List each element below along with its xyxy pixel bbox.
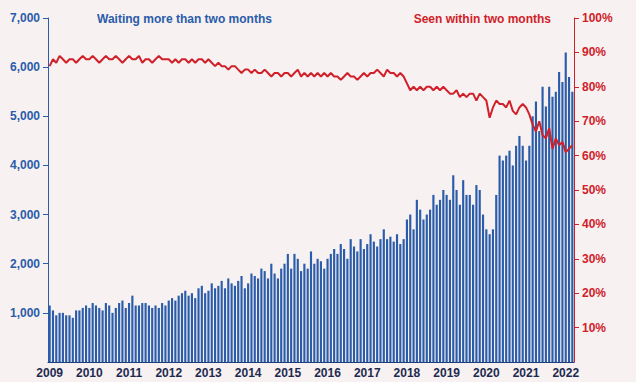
svg-text:50%: 50%	[582, 183, 606, 197]
svg-text:5,000: 5,000	[10, 109, 40, 123]
svg-text:2009: 2009	[36, 366, 63, 380]
svg-text:2021: 2021	[513, 366, 540, 380]
svg-text:10%: 10%	[582, 321, 606, 335]
svg-text:80%: 80%	[582, 80, 606, 94]
svg-text:6,000: 6,000	[10, 60, 40, 74]
svg-text:2011: 2011	[116, 366, 142, 380]
svg-text:2,000: 2,000	[10, 257, 40, 271]
svg-text:30%: 30%	[582, 252, 606, 266]
svg-text:2022: 2022	[552, 366, 579, 380]
svg-text:3,000: 3,000	[10, 208, 40, 222]
svg-text:2015: 2015	[274, 366, 301, 380]
svg-text:2012: 2012	[155, 366, 182, 380]
svg-text:2017: 2017	[354, 366, 381, 380]
svg-text:7,000: 7,000	[10, 11, 40, 25]
svg-text:2018: 2018	[394, 366, 421, 380]
svg-text:70%: 70%	[582, 114, 606, 128]
svg-text:4,000: 4,000	[10, 158, 40, 172]
svg-text:Waiting more than two months: Waiting more than two months	[97, 12, 272, 26]
svg-text:40%: 40%	[582, 217, 606, 231]
svg-text:100%: 100%	[582, 11, 613, 25]
svg-text:2019: 2019	[433, 366, 460, 380]
svg-text:90%: 90%	[582, 45, 606, 59]
svg-text:2013: 2013	[195, 366, 222, 380]
svg-text:60%: 60%	[582, 149, 606, 163]
svg-text:2016: 2016	[314, 366, 341, 380]
svg-text:2014: 2014	[235, 366, 262, 380]
svg-text:1,000: 1,000	[10, 306, 40, 320]
svg-text:2020: 2020	[473, 366, 500, 380]
svg-text:2010: 2010	[76, 366, 103, 380]
svg-text:20%: 20%	[582, 286, 606, 300]
svg-text:Seen within two months: Seen within two months	[414, 12, 552, 26]
